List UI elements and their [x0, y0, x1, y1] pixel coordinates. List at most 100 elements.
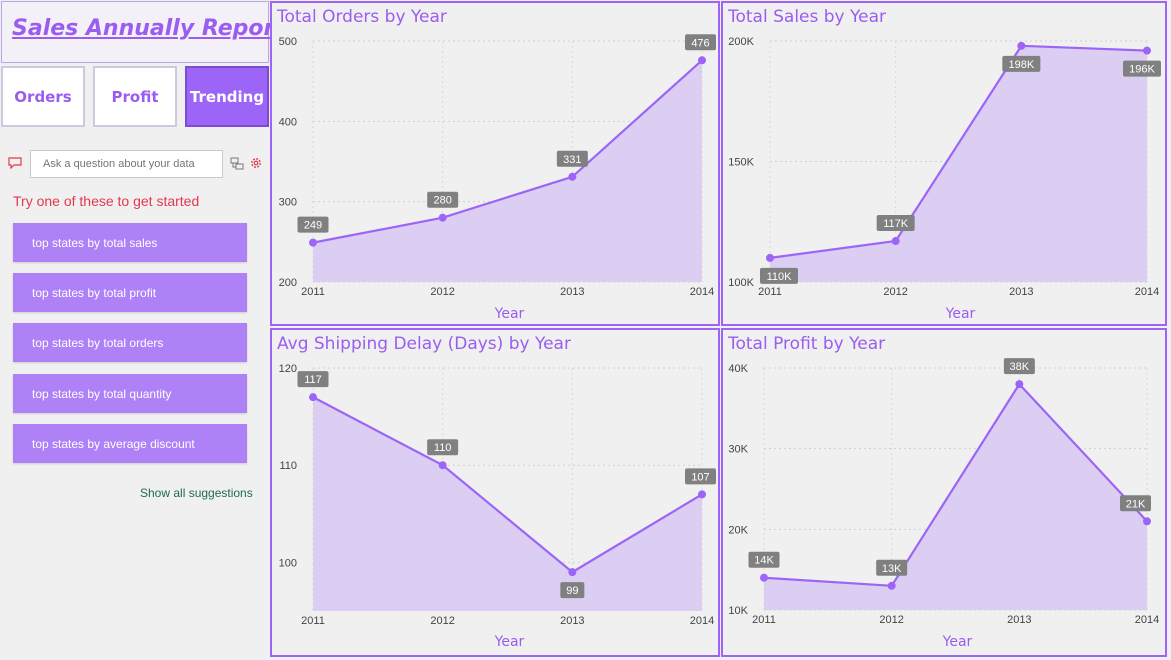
y-tick-label: 200K: [728, 36, 754, 48]
x-tick-label: 2014: [690, 615, 714, 627]
profit-nav-button[interactable]: Profit: [93, 66, 177, 127]
x-tick-label: 2012: [430, 286, 454, 298]
chat-icon: [8, 157, 22, 169]
suggestion-total-profit[interactable]: top states by total profit: [13, 273, 247, 312]
data-label-bg: [297, 216, 329, 233]
trending-nav-button[interactable]: Trending: [185, 66, 269, 127]
qa-question-input[interactable]: [30, 150, 223, 178]
data-label-bg: [748, 551, 780, 568]
data-label-bg: [876, 559, 908, 576]
x-tick-label: 2014: [1135, 286, 1159, 298]
report-title: Sales Annually Report: [12, 16, 285, 41]
data-point[interactable]: [698, 56, 706, 65]
series-line: [769, 44, 1148, 259]
data-point[interactable]: [760, 573, 768, 582]
x-tick-label: 2012: [430, 615, 454, 627]
sales-chart: 100K 150K 200K 110K 117K 198K 196K 2011 2012 2013…: [728, 36, 1161, 322]
x-tick-label: 2013: [560, 615, 584, 627]
try-suggestions-heading: Try one of these to get started: [13, 193, 200, 209]
suggestion-total-sales[interactable]: top states by total sales: [13, 223, 247, 262]
x-tick-label: 2011: [301, 286, 325, 298]
x-axis-title: Year: [945, 306, 976, 322]
data-label-bg: [1120, 495, 1151, 512]
y-tick-label: 120: [279, 363, 297, 375]
data-label: 110: [434, 442, 452, 454]
profit-chart-panel: 10K 20K 30K 40K 14K 13K 38K 21K 2011 2012 2013 2014…: [721, 328, 1167, 657]
data-point[interactable]: [309, 238, 317, 247]
x-axis-title: Year: [494, 634, 525, 650]
y-tick-label: 200: [279, 277, 297, 289]
shipping-delay-chart: 100 110 120 117 110 99 107 2011 2012 2013 2014 Year: [279, 363, 716, 650]
data-label: 13K: [882, 563, 902, 575]
series-area: [770, 45, 1147, 282]
y-tick-label: 10K: [728, 605, 748, 617]
series-line: [312, 396, 703, 574]
x-tick-label: 2011: [301, 615, 325, 627]
data-point[interactable]: [568, 568, 577, 577]
data-label: 14K: [754, 555, 774, 567]
data-point[interactable]: [698, 490, 706, 499]
data-point[interactable]: [891, 237, 900, 246]
chart-title: Avg Shipping Delay (Days) by Year: [277, 334, 571, 354]
series-area: [313, 397, 702, 611]
data-label-bg: [560, 582, 585, 599]
suggestion-average-discount[interactable]: top states by average discount: [13, 424, 247, 463]
y-tick-label: 30K: [728, 444, 748, 456]
data-label: 99: [566, 585, 578, 597]
left-panel: Sales Annually Report Orders Profit Tren…: [0, 0, 285, 660]
data-point[interactable]: [1015, 380, 1024, 389]
orders-chart: 200 300 400 500 249 280 331 476 2011 2012 2013 2014…: [279, 34, 716, 322]
chart-title: Total Profit by Year: [728, 334, 886, 354]
data-label: 107: [691, 471, 709, 483]
data-point[interactable]: [438, 461, 447, 470]
settings-gear-icon[interactable]: [249, 156, 263, 170]
data-label: 21K: [1126, 498, 1146, 510]
data-label: 110K: [767, 271, 793, 283]
y-tick-label: 500: [279, 36, 297, 48]
data-point[interactable]: [1143, 517, 1151, 526]
data-label-bg: [685, 468, 716, 485]
sales-chart-panel: 100K 150K 200K 110K 117K 198K 196K 2011 2012 2013…: [721, 1, 1167, 326]
related-content-icon[interactable]: [230, 157, 244, 170]
data-point[interactable]: [309, 393, 317, 402]
orders-chart-panel: 200 300 400 500 249 280 331 476 2011 2012 2013 2014…: [270, 1, 720, 326]
data-label: 280: [433, 195, 451, 207]
y-tick-label: 400: [279, 116, 297, 128]
x-tick-label: 2014: [690, 286, 714, 298]
data-point[interactable]: [887, 581, 896, 590]
x-tick-label: 2011: [758, 286, 782, 298]
data-point[interactable]: [568, 172, 577, 181]
suggestion-total-orders[interactable]: top states by total orders: [13, 323, 247, 362]
suggestion-total-quantity[interactable]: top states by total quantity: [13, 374, 247, 413]
series-area: [313, 60, 702, 282]
data-label: 117K: [883, 218, 909, 230]
data-point[interactable]: [766, 253, 774, 262]
x-axis-title: Year: [494, 306, 525, 322]
y-tick-label: 110: [279, 460, 297, 472]
series-line: [763, 382, 1148, 587]
data-label: 38K: [1010, 361, 1030, 373]
data-label-bg: [760, 267, 798, 284]
chart-title: Total Sales by Year: [728, 7, 887, 27]
x-tick-label: 2012: [883, 286, 907, 298]
series-area: [764, 384, 1147, 610]
data-point[interactable]: [1143, 46, 1151, 55]
y-tick-label: 100K: [728, 277, 754, 289]
shipping-delay-chart-panel: 100 110 120 117 110 99 107 2011 2012 2013 2014 Year…: [270, 328, 720, 657]
data-label-bg: [427, 191, 459, 208]
data-point[interactable]: [1017, 41, 1026, 50]
data-point[interactable]: [438, 213, 447, 222]
profit-chart: 10K 20K 30K 40K 14K 13K 38K 21K 2011 2012 2013 2014…: [728, 358, 1159, 650]
data-label-bg: [1123, 60, 1161, 77]
show-all-suggestions-link[interactable]: Show all suggestions: [140, 486, 253, 500]
orders-nav-button[interactable]: Orders: [1, 66, 85, 127]
x-axis-title: Year: [942, 634, 973, 650]
chart-title: Total Orders by Year: [277, 7, 447, 27]
data-label-bg: [556, 150, 588, 167]
data-label: 196K: [1129, 64, 1155, 76]
x-tick-label: 2011: [752, 614, 776, 626]
data-label-bg: [1003, 358, 1035, 375]
qa-row: [6, 150, 266, 178]
data-label: 117: [304, 374, 322, 386]
